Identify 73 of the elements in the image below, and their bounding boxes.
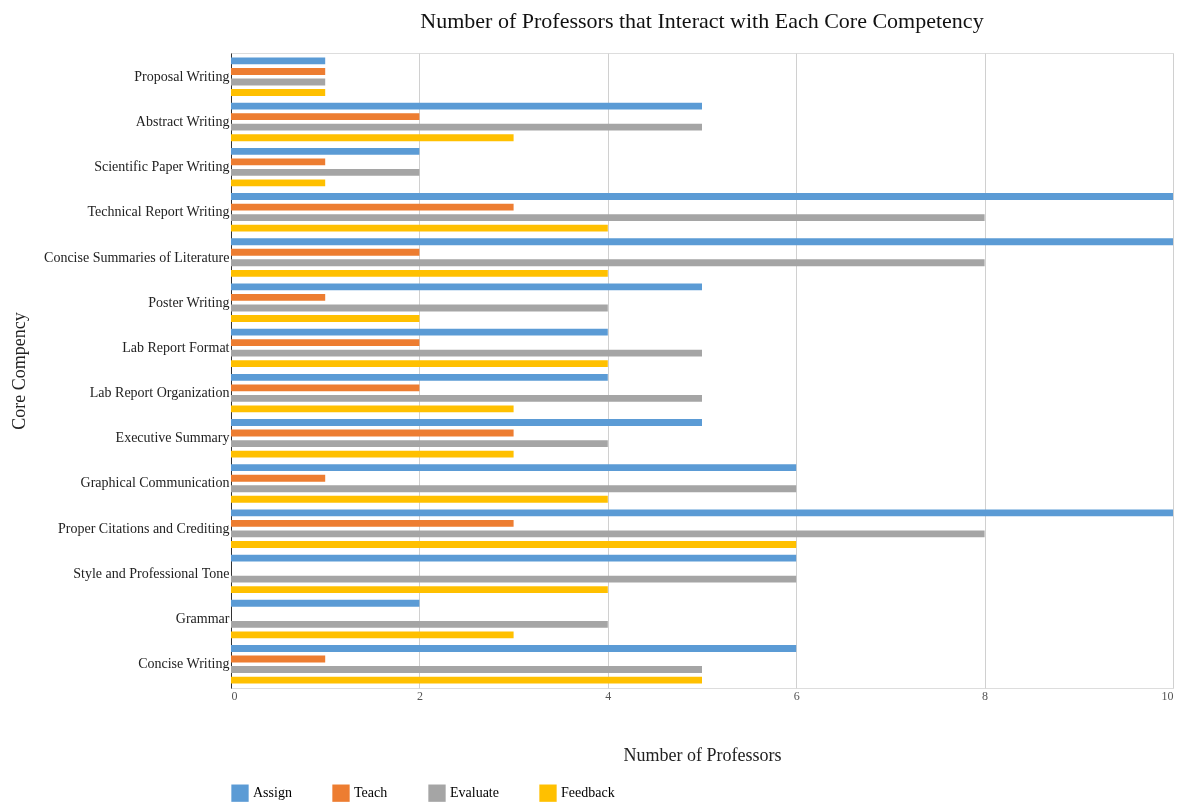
- bar: [231, 248, 420, 256]
- bar: [231, 631, 514, 639]
- y-tick-label: Technical Report Writing: [87, 204, 230, 220]
- bar: [231, 575, 797, 583]
- bar: [231, 360, 608, 368]
- y-axis-title: Core Compency: [9, 312, 30, 430]
- y-tick-label: Poster Writing: [148, 294, 230, 310]
- bar: [231, 214, 985, 221]
- bar: [231, 586, 608, 594]
- bar: [231, 168, 420, 176]
- bar: [231, 485, 797, 493]
- legend-label: Feedback: [561, 785, 615, 801]
- y-tick-label: Abstract Writing: [135, 113, 230, 129]
- bar: [231, 509, 1173, 517]
- bar: [231, 89, 326, 96]
- bar: [231, 620, 608, 628]
- bar: [231, 147, 420, 155]
- y-tick-label: Proper Citations and Crediting: [58, 520, 230, 536]
- bar: [231, 645, 797, 652]
- bar: [231, 158, 326, 166]
- bar: [231, 315, 420, 322]
- bar: [231, 495, 608, 503]
- bar: [231, 134, 514, 142]
- legend-label: Teach: [354, 785, 388, 801]
- bar: [231, 238, 1173, 246]
- bar: [231, 666, 702, 673]
- y-tick-label: Grammar: [175, 611, 230, 627]
- bar: [231, 599, 420, 607]
- bar: [231, 294, 326, 301]
- bar: [231, 123, 702, 131]
- y-tick-label: Concise Summaries of Literature: [44, 249, 230, 265]
- y-tick-label: Style and Professional Tone: [73, 565, 230, 581]
- bar: [231, 259, 985, 267]
- bar: [231, 541, 797, 548]
- y-tick-label: Lab Report Format: [122, 339, 230, 355]
- bar: [231, 179, 326, 187]
- bar: [231, 373, 608, 381]
- x-tick-label: 2: [416, 688, 423, 703]
- bar: [231, 464, 797, 472]
- y-tick-label: Concise Writing: [138, 656, 230, 672]
- bar: [231, 193, 1173, 200]
- y-tick-label: Scientific Paper Writing: [94, 159, 230, 175]
- bar: [231, 224, 608, 232]
- bar: [231, 113, 420, 121]
- bar: [231, 102, 702, 110]
- bar: [231, 349, 702, 357]
- bar: [231, 339, 420, 347]
- x-tick-label: 6: [793, 688, 800, 703]
- x-tick-label: 4: [605, 688, 612, 703]
- y-tick-label: Lab Report Organization: [89, 385, 230, 401]
- bar: [231, 394, 702, 402]
- bar: [231, 419, 702, 426]
- bar: [231, 328, 608, 336]
- x-tick-label: 10: [1161, 688, 1174, 703]
- bar: [231, 384, 420, 392]
- x-axis-title: Number of Professors: [623, 744, 782, 765]
- chart-title: Number of Professors that Interact with Each Core Competency: [420, 8, 984, 33]
- bar: [231, 520, 514, 527]
- y-tick-label: Proposal Writing: [134, 68, 230, 84]
- bar: [231, 554, 797, 562]
- y-tick-label: Graphical Communication: [80, 475, 230, 491]
- bar: [231, 68, 326, 75]
- x-tick-label: 0: [231, 688, 238, 703]
- bar: [231, 269, 608, 277]
- bar: [231, 450, 514, 458]
- y-tick-label: Executive Summary: [115, 430, 230, 446]
- legend-label: Assign: [253, 785, 292, 801]
- bar: [231, 283, 702, 291]
- bar: [231, 440, 608, 447]
- legend-label: Evaluate: [450, 785, 499, 801]
- bar: [231, 474, 326, 482]
- bar: [231, 405, 514, 413]
- x-tick-label: 8: [982, 688, 989, 703]
